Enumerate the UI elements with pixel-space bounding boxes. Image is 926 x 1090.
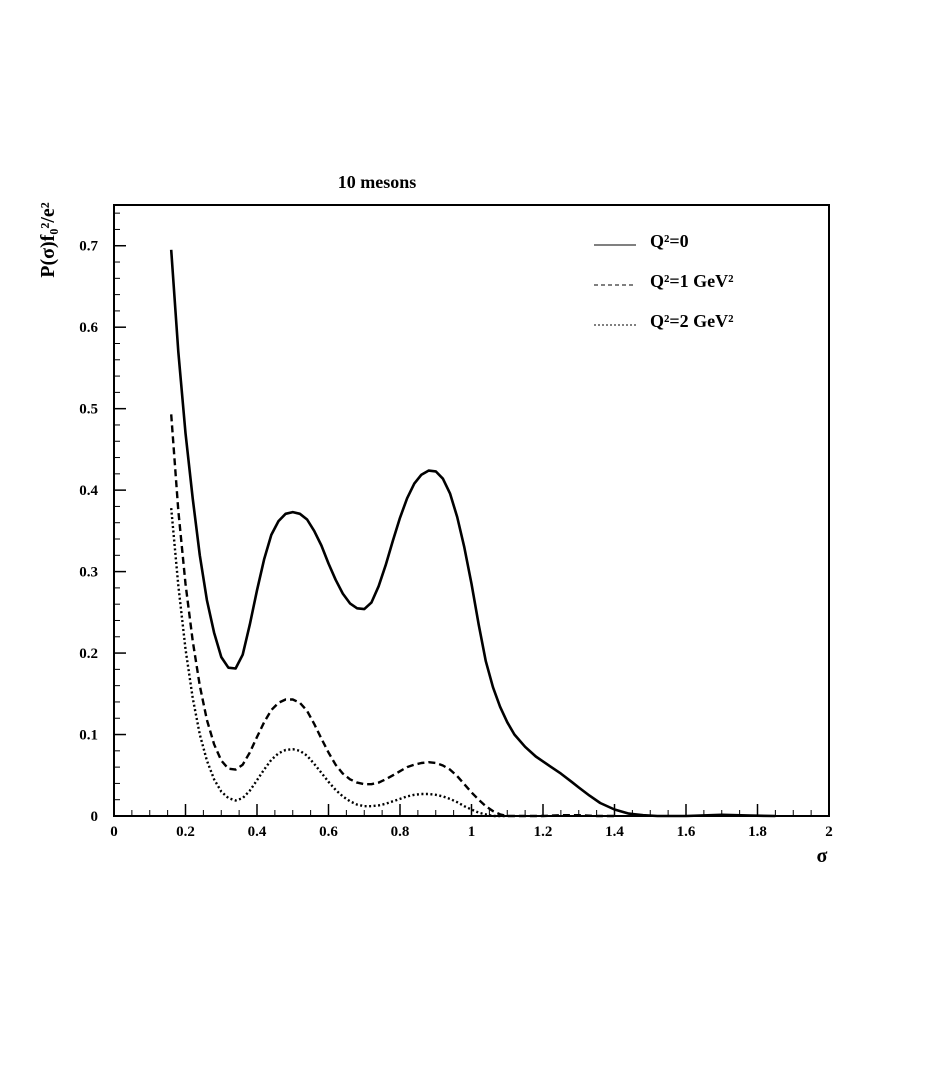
x-tick-label: 1.2	[534, 824, 553, 840]
series-layer	[169, 249, 776, 818]
y-tick-label: 0.5	[79, 402, 98, 418]
x-tick-label: 1.6	[677, 824, 696, 840]
x-tick-label: 0.8	[391, 824, 410, 840]
y-tick-label: 0	[91, 809, 99, 825]
plot-frame	[113, 204, 830, 817]
y-tick-label: 0.7	[79, 239, 98, 255]
series-line-1	[169, 249, 776, 818]
y-tick-label: 0.4	[79, 483, 98, 499]
x-tick-label: 0.6	[319, 824, 338, 840]
chart-title: 10 mesons	[338, 172, 417, 192]
y-axis-label: P(σ)f₀²/e²	[37, 202, 59, 278]
y-tick-label: 0.3	[79, 565, 98, 581]
y-tick-label: 0.2	[79, 646, 98, 662]
x-tick-label: 0.4	[248, 824, 267, 840]
legend: Q²=0 Q²=1 GeV² Q²=2 GeV²	[594, 231, 734, 331]
x-axis-ticks: 0 0.2 0.4 0.6 0.8 1 1.2 1.4 1.6 1.8 2	[110, 804, 833, 840]
legend-label-2: Q²=1 GeV²	[650, 271, 734, 291]
y-tick-label: 0.6	[79, 320, 98, 336]
x-tick-label: 1.4	[605, 824, 624, 840]
series-line-3	[170, 507, 508, 818]
series-line-2	[170, 414, 615, 818]
x-tick-label: 0	[110, 824, 118, 840]
x-tick-label: 1.8	[748, 824, 767, 840]
x-tick-label: 1	[468, 824, 476, 840]
x-axis-label: σ	[817, 845, 828, 867]
x-tick-label: 0.2	[176, 824, 195, 840]
y-tick-label: 0.1	[79, 728, 98, 744]
y-axis-ticks: 0 0.1 0.2 0.3 0.4 0.5 0.6 0.7	[79, 212, 126, 825]
legend-label-1: Q²=0	[650, 231, 689, 251]
x-tick-label: 2	[825, 824, 833, 840]
legend-label-3: Q²=2 GeV²	[650, 311, 734, 331]
